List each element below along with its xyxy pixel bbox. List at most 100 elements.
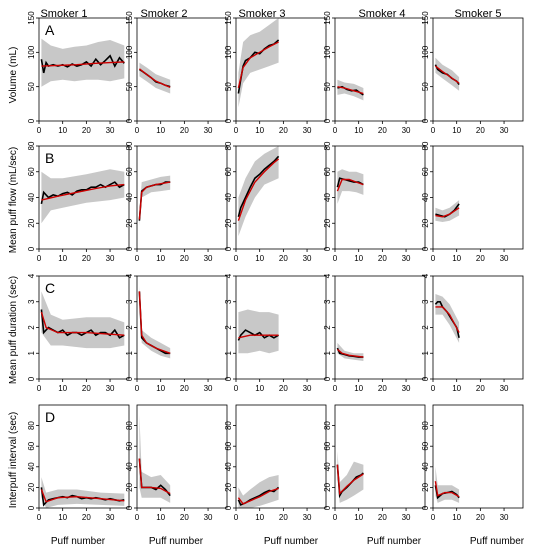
y-tick-label: 2	[421, 325, 430, 330]
x-tick-label: 0	[37, 384, 42, 393]
panel-r4-c2: 0 20 40 60 80 0 10 20 30	[125, 404, 228, 522]
panel-letter-d: D	[45, 409, 55, 425]
y-tick-label: 0	[27, 246, 36, 251]
x-tick-label: 30	[106, 513, 115, 522]
column-header-smoker-4: Smoker 4	[358, 8, 405, 20]
variability-band	[139, 175, 171, 226]
variability-band	[139, 62, 171, 94]
x-tick-label: 0	[234, 126, 239, 135]
panel-frame	[334, 17, 426, 122]
x-tick-label: 20	[82, 254, 91, 263]
x-tick-label: 10	[58, 254, 67, 263]
y-tick-label: 0	[27, 118, 36, 123]
y-tick-label: 0	[224, 376, 233, 381]
x-tick-label: 10	[354, 126, 363, 135]
x-tick-label: 20	[476, 126, 485, 135]
x-tick-label: 10	[156, 126, 165, 135]
mean-line	[40, 181, 125, 205]
variability-band	[139, 415, 171, 503]
panel-r1-c5: 0 50 100 150 0 10 20 30	[421, 11, 524, 135]
x-tick-label: 10	[156, 384, 165, 393]
y-tick-label: 20	[421, 218, 430, 227]
x-tick-label: 20	[476, 384, 485, 393]
x-tick-label: 30	[204, 126, 213, 135]
x-tick-label: 10	[58, 384, 67, 393]
panel-letter-b: B	[45, 150, 54, 166]
fit-line	[337, 86, 364, 95]
x-tick-label: 0	[135, 126, 140, 135]
panel-r4-c3: 0 20 40 60 80 0 10 20 30	[224, 404, 327, 522]
y-tick-label: 3	[421, 299, 430, 304]
fit-line	[237, 158, 280, 221]
x-tick-label: 20	[180, 254, 189, 263]
x-tick-label: 30	[500, 126, 509, 135]
x-axis-label-smoker-3: Puff number	[264, 536, 319, 547]
y-tick-label: 50	[421, 82, 430, 91]
panel-r2-c2: 0 20 40 60 80 0 10 20 30	[125, 141, 228, 263]
x-axis-label-smoker-1: Puff number	[51, 536, 106, 547]
y-tick-label: 60	[323, 441, 332, 450]
variability-band	[435, 200, 460, 222]
fit-line	[237, 41, 279, 89]
fit-line	[336, 464, 364, 496]
x-tick-label: 20	[82, 513, 91, 522]
y-tick-label: 20	[323, 218, 332, 227]
y-tick-label: 60	[421, 441, 430, 450]
fit-line	[238, 334, 279, 339]
column-header-smoker-2: Smoker 2	[140, 8, 187, 20]
x-tick-label: 20	[378, 254, 387, 263]
x-tick-label: 30	[303, 254, 312, 263]
y-tick-label: 80	[421, 421, 430, 430]
mean-line	[237, 329, 279, 341]
x-tick-label: 10	[452, 126, 461, 135]
y-tick-label: 80	[323, 141, 332, 150]
panel-frame	[432, 17, 524, 122]
panel-frame	[432, 275, 524, 380]
fit-line	[138, 68, 171, 89]
panel-frame	[334, 404, 426, 509]
panel-frame	[235, 17, 327, 122]
panel-r1-c3: 0 50 100 150 0 10 20 30	[224, 11, 327, 135]
y-tick-label: 50	[224, 82, 233, 91]
y-tick-label: 80	[27, 141, 36, 150]
x-tick-label: 0	[431, 384, 436, 393]
y-tick-label: 150	[27, 11, 36, 25]
y-tick-label: 60	[323, 167, 332, 176]
y-tick-label: 100	[27, 45, 36, 59]
row-ylabel-duration: Mean puff duration (sec)	[8, 276, 19, 384]
row-ylabel-flow: Mean puff flow (mL/sec)	[8, 147, 19, 254]
x-tick-label: 20	[180, 513, 189, 522]
panel-r2-c1: 0 20 40 60 80 0 10 20 30 B	[27, 141, 130, 263]
column-header-smoker-3: Smoker 3	[238, 8, 285, 20]
fit-line	[336, 348, 364, 358]
y-tick-label: 80	[27, 421, 36, 430]
y-tick-label: 60	[125, 441, 134, 450]
row-ylabel-volume: Volume (mL)	[8, 47, 19, 104]
y-tick-label: 1	[323, 350, 332, 355]
y-tick-label: 60	[125, 167, 134, 176]
x-tick-label: 0	[333, 254, 338, 263]
x-tick-label: 30	[303, 126, 312, 135]
y-tick-label: 0	[27, 376, 36, 381]
y-tick-label: 1	[125, 350, 134, 355]
x-tick-label: 30	[500, 513, 509, 522]
x-tick-label: 30	[204, 254, 213, 263]
x-tick-label: 0	[37, 126, 42, 135]
y-tick-label: 0	[323, 118, 332, 123]
y-tick-label: 0	[421, 118, 430, 123]
y-tick-label: 0	[224, 505, 233, 510]
y-tick-label: 4	[125, 273, 134, 278]
x-tick-label: 0	[333, 126, 338, 135]
x-tick-label: 30	[106, 384, 115, 393]
x-tick-label: 20	[378, 513, 387, 522]
x-tick-label: 30	[402, 126, 411, 135]
y-tick-label: 4	[224, 273, 233, 278]
panel-r3-c4: 0 1 2 3 4 0 10 20 30	[323, 273, 426, 393]
y-tick-label: 0	[224, 118, 233, 123]
variability-band	[139, 286, 171, 359]
x-tick-label: 30	[402, 254, 411, 263]
panel-frame	[136, 17, 228, 122]
variability-band	[238, 309, 279, 354]
